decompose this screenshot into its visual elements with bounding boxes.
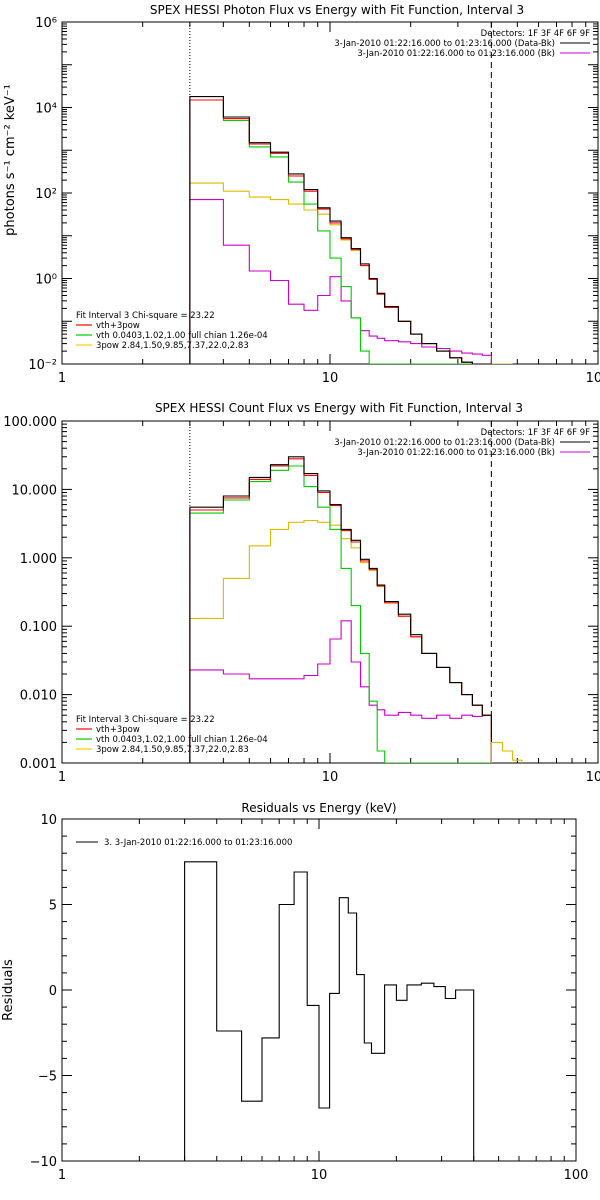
y-axis-label: Residuals: [1, 959, 16, 1021]
fit-legend: Fit Interval 3 Chi-square = 23.22 vth+3p…: [76, 715, 268, 755]
y-tick-label: 5: [49, 899, 57, 914]
series-group: [184, 861, 475, 1161]
y-tick-label: 10⁰: [35, 273, 57, 288]
series-group: [189, 456, 523, 763]
time-legend-data-label: 3-Jan-2010 01:22:16.000 to 01:23:16.000 …: [334, 438, 555, 448]
plot-frame: [61, 818, 577, 1162]
y-tick-label: 10: [40, 813, 57, 828]
y-axis-label: photons s⁻¹ cm⁻² keV⁻¹: [3, 84, 18, 236]
time-legend: 3-Jan-2010 01:22:16.000 to 01:23:16.000 …: [334, 39, 590, 59]
detectors-text: Detectors: 1F 3F 4F 6F 9F: [481, 428, 590, 438]
y-tick-label: −5: [38, 1070, 57, 1085]
x-tick-label: 1: [58, 1168, 66, 1183]
series-vth: [189, 465, 492, 763]
fit-legend-label-total: vth+3pow: [96, 321, 140, 331]
series-group: [189, 96, 513, 364]
residuals-legend-label: 3. 3-Jan-2010 01:22:16.000 to 01:23:16.0…: [104, 838, 292, 848]
series-data-bk: [189, 96, 492, 364]
y-tick-label: 0: [49, 984, 57, 999]
fit-legend-label-3pow: 3pow 2.84,1.50,9.85,7.37,22.0,2.83: [96, 341, 249, 351]
series-data-bk: [189, 456, 492, 763]
x-tick-label: 1: [58, 371, 66, 386]
residuals-legend: 3. 3-Jan-2010 01:22:16.000 to 01:23:16.0…: [76, 838, 292, 848]
time-legend: 3-Jan-2010 01:22:16.000 to 01:23:16.000 …: [334, 438, 590, 458]
fit-legend: Fit Interval 3 Chi-square = 23.22 vth+3p…: [76, 311, 268, 351]
fit-header: Fit Interval 3 Chi-square = 23.22: [76, 715, 215, 725]
series-3pow-tail: [490, 741, 523, 763]
detectors-text: Detectors: 1F 3F 4F 6F 9F: [481, 29, 590, 39]
detectors-label: Detectors: 1F 3F 4F 6F 9F: [481, 29, 590, 39]
chart-title: SPEX HESSI Photon Flux vs Energy with Fi…: [150, 3, 524, 17]
y-tick-label: 10²: [35, 187, 57, 202]
y-tick-label: 10⁶: [35, 16, 57, 31]
fit-legend-label-total: vth+3pow: [96, 725, 140, 735]
chart-title: Residuals vs Energy (keV): [241, 801, 396, 815]
x-axis-ticks: 1 10 100: [58, 819, 589, 1183]
fit-header: Fit Interval 3 Chi-square = 23.22: [76, 311, 215, 321]
time-legend-data-label: 3-Jan-2010 01:22:16.000 to 01:23:16.000 …: [334, 39, 555, 49]
plot-frame: [61, 420, 599, 764]
residuals-panel: Residuals vs Energy (keV) Residuals 3. 3…: [1, 801, 588, 1183]
count-flux-panel: SPEX HESSI Count Flux vs Energy with Fit…: [3, 401, 600, 785]
y-axis-ticks: −10 −5 0 5 10: [30, 813, 576, 1170]
y-tick-label: 10⁴: [35, 102, 57, 117]
y-tick-label: 0.001: [20, 757, 57, 772]
time-legend-bk-label: 3-Jan-2010 01:22:16.000 to 01:23:16.000 …: [357, 49, 555, 59]
y-tick-label: 1.000: [20, 552, 57, 567]
y-axis-ticks: 10⁻² 10⁰ 10² 10⁴ 10⁶: [28, 16, 598, 373]
series-bk: [189, 199, 492, 364]
y-axis-ticks: 0.001 0.010 0.100 1.000 10.000 100.000: [3, 415, 598, 772]
x-tick-label: 10: [311, 1168, 328, 1183]
photon-flux-panel: SPEX HESSI Photon Flux vs Energy with Fi…: [3, 3, 600, 386]
y-tick-label: −10: [30, 1155, 57, 1170]
x-tick-label: 1: [58, 770, 66, 785]
series-bk: [189, 620, 492, 763]
y-tick-label: 100.000: [3, 415, 57, 430]
time-legend-bk-label: 3-Jan-2010 01:22:16.000 to 01:23:16.000 …: [357, 448, 555, 458]
y-tick-label: 10⁻²: [28, 358, 57, 373]
detectors-label: Detectors: 1F 3F 4F 6F 9F: [481, 428, 590, 438]
y-tick-label: 0.100: [20, 620, 57, 635]
x-tick-label: 100: [586, 371, 600, 386]
x-tick-label: 10: [322, 770, 339, 785]
x-tick-label: 100: [586, 770, 600, 785]
x-tick-label: 100: [564, 1168, 589, 1183]
fit-legend-label-vth: vth 0.0403,1.02,1.00 full chian 1.26e-04: [96, 735, 268, 745]
x-tick-label: 10: [322, 371, 339, 386]
fit-legend-label-3pow: 3pow 2.84,1.50,9.85,7.37,22.0,2.83: [96, 745, 249, 755]
chart-title: SPEX HESSI Count Flux vs Energy with Fit…: [155, 401, 523, 415]
series-residuals: [184, 861, 475, 1161]
series-vth: [189, 99, 492, 364]
y-tick-label: 10.000: [12, 483, 58, 498]
y-tick-label: 0.010: [20, 689, 57, 704]
fit-legend-label-vth: vth 0.0403,1.02,1.00 full chian 1.26e-04: [96, 331, 268, 341]
